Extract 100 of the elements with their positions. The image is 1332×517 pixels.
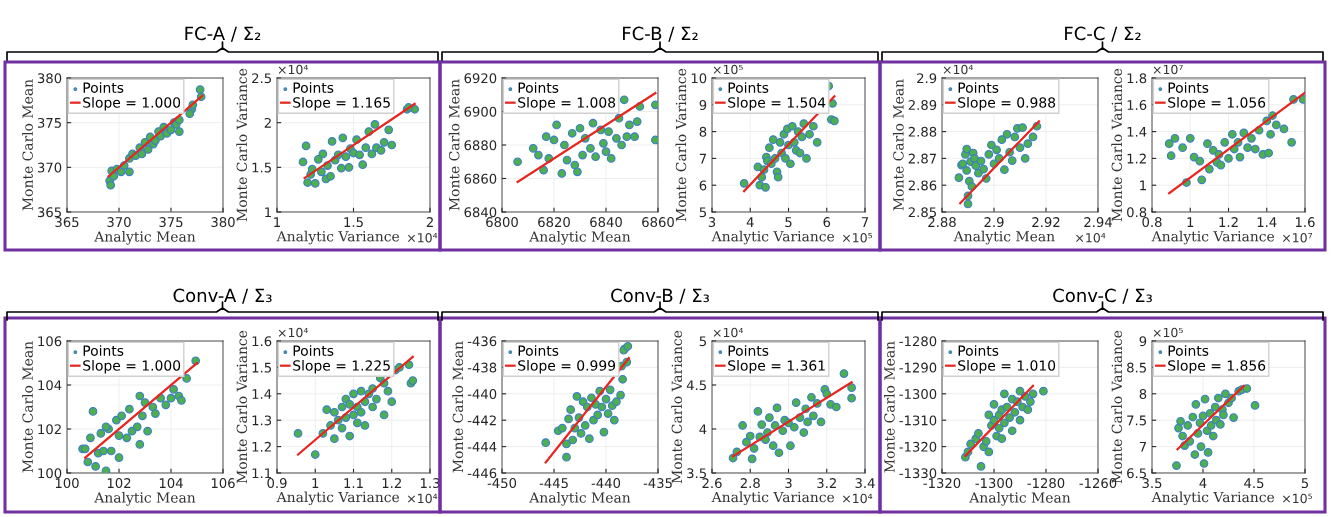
x-tick-label: 1.2 — [382, 478, 401, 488]
x-axis-title: Analytic Variance — [1151, 491, 1275, 506]
x-tick-label: 1.2 — [1219, 217, 1238, 227]
y-tick-label: 4.5 — [686, 380, 706, 391]
y-tick-label: 102 — [38, 424, 61, 435]
y-tick-label: -438 — [467, 362, 497, 373]
x-tick-label: 1.6 — [1295, 217, 1315, 228]
y-tick-label: -440 — [467, 389, 497, 399]
legend-label: Slope = 0.988 — [958, 97, 1056, 111]
legend-label: Slope = 1.008 — [518, 97, 616, 111]
y-tick-label: 1 — [265, 207, 271, 218]
legend-label: Slope = 1.000 — [83, 97, 181, 111]
x-axis-title: Analytic Mean — [94, 231, 196, 245]
y-tick-label: 106 — [38, 336, 62, 347]
x-tick-label: 4 — [746, 217, 754, 227]
x-tick-label: 375 — [159, 217, 183, 228]
x-axis-title: Analytic Mean — [94, 492, 196, 506]
y-tick-label: -1280 — [899, 336, 937, 347]
y-axis-title: Monte Carlo Mean — [448, 79, 460, 211]
x-tick-label: 2.94 — [1084, 217, 1112, 228]
x-tick-label: 1.4 — [1257, 217, 1277, 227]
x-tick-label: -1320 — [923, 478, 961, 489]
x-axis-title: Analytic Variance — [276, 491, 400, 506]
y-tick-label: -1300 — [899, 389, 937, 399]
x-axis-title: Analytic Variance — [276, 230, 400, 245]
x-tick-label: 380 — [211, 217, 235, 228]
y-tick-label: 1.5 — [252, 362, 271, 373]
y-tick-label: 380 — [37, 73, 62, 84]
legend-label: Slope = 1.361 — [728, 360, 825, 374]
y-tick-label: 7 — [699, 153, 707, 164]
legend-label: Points — [1168, 82, 1209, 93]
y-tick-label: 6840 — [464, 207, 497, 218]
y-axis-title: Monte Carlo Variance — [671, 330, 683, 484]
x-tick-label: -440 — [591, 478, 621, 489]
y-axis-title: Monte Carlo Mean — [883, 341, 895, 473]
text: ×10⁴ — [1076, 232, 1106, 243]
y-tick-label: 5 — [699, 336, 706, 347]
x-tick-label: 5 — [1301, 478, 1309, 489]
x-tick-label: 1.1 — [344, 478, 363, 488]
y-tick-label: -446 — [467, 468, 497, 479]
x-tick-label: 2.6 — [702, 478, 722, 489]
legend-label: Slope = 1.856 — [1168, 360, 1266, 374]
y-tick-label: 1.8 — [1127, 73, 1147, 84]
x-tick-label: 104 — [159, 478, 183, 489]
y-tick-label: 2.88 — [908, 126, 937, 137]
y-tick-label: 1.2 — [1127, 153, 1146, 164]
y-tick-label: 375 — [37, 117, 61, 128]
legend-label: Points — [293, 345, 334, 356]
legend-label: Slope = 1.225 — [293, 360, 390, 374]
x-tick-label: 370 — [107, 217, 131, 228]
y-tick-label: 365 — [37, 207, 61, 218]
y-tick-label: 2.85 — [908, 207, 936, 218]
chart-title: Conv-C / Σ₃ — [1053, 288, 1152, 304]
legend-label: Points — [958, 82, 999, 93]
y-tick-label: -444 — [467, 441, 497, 452]
chart-title: FC-A / Σ₂ — [185, 26, 261, 42]
y-axis-title: Monte Carlo Variance — [236, 68, 248, 222]
y-tick-label: 9 — [1139, 336, 1147, 347]
y-tick-label: 2.87 — [908, 153, 937, 164]
x-tick-label: -450 — [487, 478, 517, 489]
y-tick-label: 7.5 — [1127, 415, 1146, 426]
y-tick-label: 3.5 — [687, 468, 706, 479]
y-tick-label: 6900 — [464, 106, 497, 117]
x-tick-label: 6820 — [538, 217, 570, 228]
x-tick-label: 3 — [785, 478, 792, 489]
chart-title: Conv-B / Σ₃ — [611, 288, 709, 304]
text: ×10⁵ — [1282, 493, 1313, 504]
text: ×10⁴ — [943, 64, 973, 75]
x-tick-label: 3.2 — [817, 478, 836, 489]
y-tick-label: 9 — [699, 100, 707, 110]
y-tick-label: 2.9 — [917, 73, 937, 84]
x-tick-label: 5 — [785, 217, 792, 228]
y-tick-label: -1290 — [899, 362, 937, 373]
legend-label: Points — [518, 82, 559, 93]
legend-label: Points — [83, 82, 124, 93]
x-tick-label: 6 — [823, 217, 831, 228]
x-axis-title: Analytic Mean — [969, 492, 1071, 506]
y-tick-label: 8 — [1139, 389, 1147, 399]
y-axis-title: Monte Carlo Variance — [1111, 68, 1123, 222]
x-tick-label: 3.4 — [855, 478, 875, 489]
legend-label: Points — [293, 82, 334, 93]
text: ×10⁴ — [842, 493, 873, 504]
x-tick-label: 102 — [107, 478, 131, 489]
x-tick-label: 6860 — [642, 217, 674, 228]
y-tick-label: -442 — [467, 415, 496, 426]
legend-label: Slope = 1.165 — [293, 97, 390, 111]
y-tick-label: 2.89 — [908, 100, 937, 110]
x-tick-label: -1280 — [1027, 478, 1065, 489]
y-tick-label: -1320 — [899, 441, 937, 452]
x-tick-label: 3 — [708, 217, 716, 228]
y-tick-label: 8 — [699, 126, 707, 137]
x-tick-label: 2.92 — [1032, 217, 1060, 228]
x-axis-title: Analytic Variance — [1151, 230, 1275, 245]
y-tick-label: 4 — [699, 424, 707, 435]
x-tick-label: 7 — [861, 217, 869, 227]
text: ×10⁴ — [278, 327, 308, 338]
chart-title: FC-B / Σ₂ — [623, 26, 698, 42]
y-tick-label: -436 — [467, 336, 497, 347]
legend-label: Points — [518, 345, 559, 356]
text: ×10⁴ — [278, 64, 308, 75]
